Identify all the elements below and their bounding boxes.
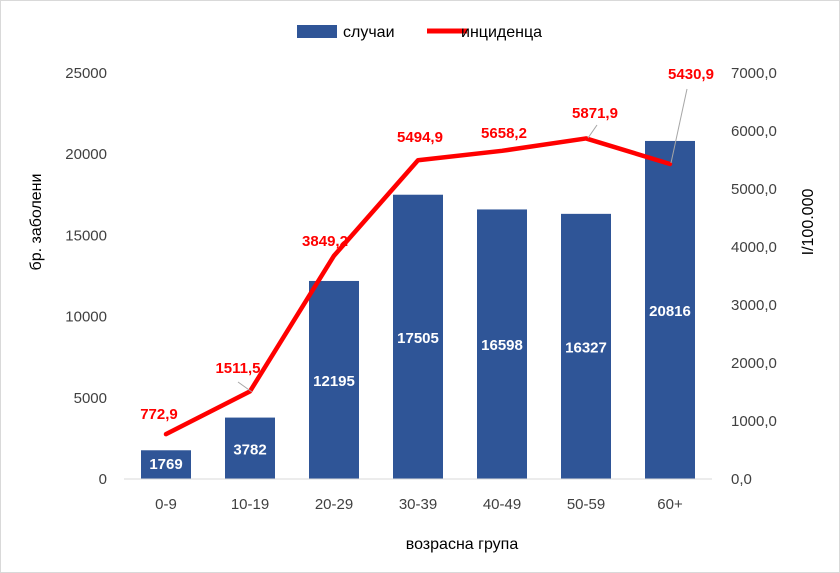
leader-line-60+ xyxy=(670,88,688,164)
bar-20-29 xyxy=(309,280,359,479)
y-axis-ticks: 0 5000 10000 15000 20000 25000 xyxy=(65,65,107,488)
y2-tick-label: 6000,0 xyxy=(731,123,777,140)
line-value-label: 5430,9 xyxy=(668,66,714,83)
y-tick-label: 20000 xyxy=(65,146,107,163)
y-tick-label: 10000 xyxy=(65,309,107,326)
y-tick-label: 25000 xyxy=(65,65,107,82)
y2-tick-label: 4000,0 xyxy=(731,239,777,256)
y2-tick-label: 1000,0 xyxy=(731,413,777,430)
y2-axis-title: I/100.000 xyxy=(800,189,817,256)
bar-50-59 xyxy=(561,213,611,479)
leader-line-50-59 xyxy=(587,124,598,139)
line-value-label: 772,9 xyxy=(140,406,178,423)
bar-40-49 xyxy=(477,209,527,479)
leader-line-10-19 xyxy=(237,381,253,393)
bar-value-label: 17505 xyxy=(397,330,439,347)
line-data-labels: 772,9 1511,5 3849,2 5494,9 5658,2 5871,9 5430,… xyxy=(140,66,714,423)
legend-label-cases: случаи xyxy=(343,24,395,41)
x-axis-ticks: 0-9 10-19 20-29 30-39 40-49 50-59 60+ xyxy=(124,478,712,513)
x-tick-label: 60+ xyxy=(657,496,683,513)
y2-tick-label: 0,0 xyxy=(731,471,752,488)
x-tick-label: 20-29 xyxy=(315,496,353,513)
bar-30-39 xyxy=(393,194,443,479)
line-value-label: 5871,9 xyxy=(572,105,618,122)
legend-label-incidence: инциденца xyxy=(461,24,542,41)
legend-swatch-cases xyxy=(297,25,337,38)
bar-data-labels: 1769 3782 12195 17505 16598 16327 20816 xyxy=(149,303,691,473)
label-leader-lines xyxy=(237,88,688,393)
bar-value-label: 1769 xyxy=(149,456,182,473)
legend: случаи инциденца xyxy=(297,24,542,41)
bar-60+ xyxy=(645,140,695,479)
x-tick-label: 10-19 xyxy=(231,496,269,513)
y2-tick-label: 7000,0 xyxy=(731,65,777,82)
x-tick-label: 50-59 xyxy=(567,496,605,513)
x-tick-label: 0-9 xyxy=(155,496,177,513)
y2-tick-label: 5000,0 xyxy=(731,181,777,198)
x-tick-label: 30-39 xyxy=(399,496,437,513)
line-value-label: 5494,9 xyxy=(397,129,443,146)
y-tick-label: 15000 xyxy=(65,227,107,244)
bar-value-label: 20816 xyxy=(649,303,691,320)
x-axis-title: возрасна група xyxy=(406,536,519,553)
line-value-label: 5658,2 xyxy=(481,125,527,142)
y2-tick-label: 2000,0 xyxy=(731,355,777,372)
bar-value-label: 16327 xyxy=(565,339,607,356)
line-series xyxy=(163,136,673,437)
bar-0-9 xyxy=(141,450,191,479)
bar-series xyxy=(141,140,695,479)
y2-tick-label: 3000,0 xyxy=(731,297,777,314)
bar-10-19 xyxy=(225,417,275,479)
bar-value-label: 16598 xyxy=(481,337,523,354)
bar-value-label: 3782 xyxy=(233,441,266,458)
y-axis-title: бр. заболени xyxy=(28,174,45,271)
y-tick-label: 0 xyxy=(99,471,107,488)
x-tick-label: 40-49 xyxy=(483,496,521,513)
line-value-label: 3849,2 xyxy=(302,233,348,250)
bar-value-label: 12195 xyxy=(313,373,355,390)
y-tick-label: 5000 xyxy=(74,390,107,407)
line-value-label: 1511,5 xyxy=(215,360,260,377)
y2-axis-ticks: 0,0 1000,0 2000,0 3000,0 4000,0 5000,0 6000,0 7… xyxy=(731,65,777,488)
